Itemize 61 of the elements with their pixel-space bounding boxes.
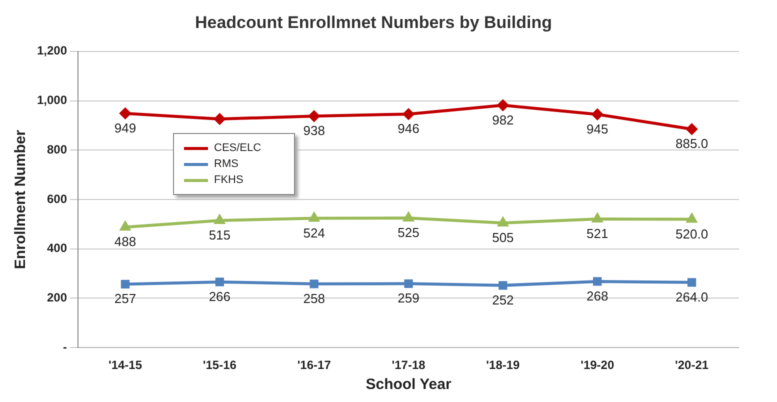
data-label: 515 [208, 228, 231, 243]
y-axis-title: Enrollment Number [12, 130, 30, 270]
point [214, 114, 226, 125]
x-tick-label: '15-16 [202, 358, 237, 372]
y-tick-label: - [63, 340, 68, 354]
data-label: 982 [492, 112, 514, 128]
point [592, 108, 603, 120]
point [120, 222, 130, 231]
point [498, 281, 508, 290]
point [120, 280, 130, 288]
legend-label: CES/ELC [214, 142, 262, 154]
data-label: 252 [492, 292, 514, 308]
point [308, 110, 320, 122]
point [592, 214, 602, 222]
point [593, 277, 602, 286]
point [404, 212, 414, 222]
x-tick-label: '19-20 [580, 358, 614, 372]
x-tick-label: '20-21 [675, 358, 709, 372]
legend-label: RMS [214, 158, 238, 170]
data-label: 525 [398, 225, 420, 240]
data-label: 258 [303, 290, 325, 306]
data-label: 521 [586, 226, 608, 242]
y-tick-label: 200 [47, 290, 68, 305]
x-axis-title: School Year [366, 376, 452, 394]
data-label: 268 [586, 288, 608, 304]
data-label: 266 [208, 289, 231, 304]
data-label: 257 [114, 291, 136, 306]
y-tick-label: 800 [47, 142, 68, 156]
point [403, 108, 414, 120]
point [497, 100, 508, 111]
point [404, 279, 413, 288]
x-tick-label: '14-15 [108, 358, 142, 372]
x-tick-label: '17-18 [392, 358, 426, 372]
point [215, 278, 224, 286]
point [120, 108, 131, 119]
data-label: 945 [586, 121, 608, 136]
point [686, 214, 697, 223]
point [686, 124, 698, 135]
point [309, 212, 320, 222]
y-tick-label: 1,000 [37, 93, 68, 108]
data-label: 949 [114, 120, 136, 136]
data-label: 488 [114, 234, 136, 250]
chart-title: Headcount Enrollmnet Numbers by Building [194, 12, 552, 32]
y-tick-label: 1,200 [37, 44, 68, 58]
point [687, 278, 696, 287]
data-label: 505 [492, 230, 514, 246]
point [214, 214, 225, 224]
data-label: 264.0 [676, 290, 708, 305]
data-label: 938 [303, 123, 325, 138]
x-tick-label: '16-17 [297, 358, 332, 372]
y-tick-label: 400 [47, 241, 68, 256]
data-label: 946 [398, 121, 420, 136]
point [310, 280, 318, 288]
y-tick-label: 600 [47, 192, 68, 206]
data-label: 259 [398, 290, 420, 306]
x-tick-label: '18-19 [486, 358, 520, 372]
legend-label: FKHS [214, 174, 244, 186]
data-label: 520.0 [676, 226, 708, 242]
point [498, 217, 508, 226]
data-label: 885.0 [676, 136, 708, 152]
data-label: 524 [303, 225, 325, 240]
